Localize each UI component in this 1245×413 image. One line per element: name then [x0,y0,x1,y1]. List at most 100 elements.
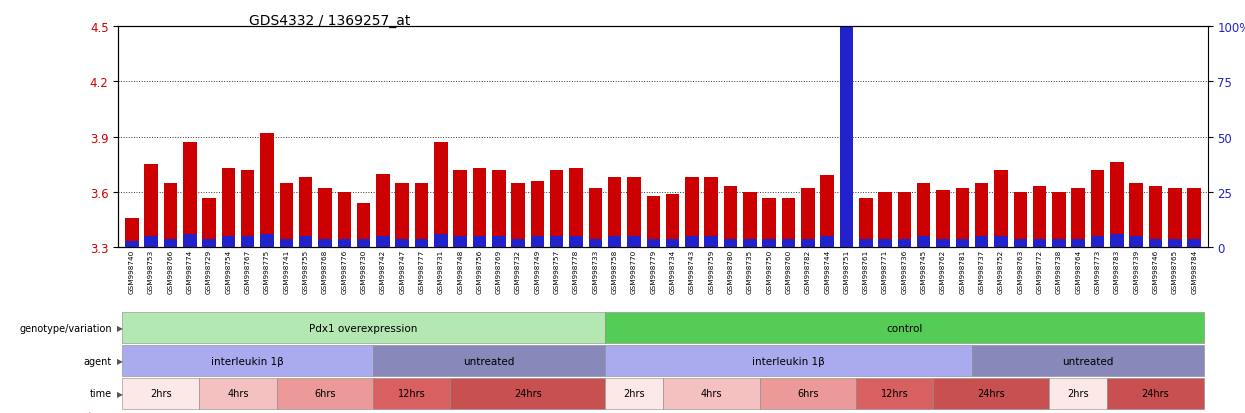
Bar [839,27,853,248]
Bar [666,239,680,248]
Text: 2hrs: 2hrs [149,388,172,399]
Text: ▶: ▶ [117,389,123,398]
Text: 24hrs: 24hrs [977,388,1005,399]
Text: interleukin 1β: interleukin 1β [212,356,284,366]
Bar [878,239,891,248]
Text: GDS4332 / 1369257_at: GDS4332 / 1369257_at [249,14,411,28]
Text: 24hrs: 24hrs [1142,388,1169,399]
Bar [878,192,891,248]
Text: 2hrs: 2hrs [624,388,645,399]
Bar [435,235,448,248]
Bar [705,178,718,248]
Bar [936,191,950,248]
Bar [1052,239,1066,248]
Text: ▶: ▶ [117,324,123,332]
Bar [319,239,331,248]
Bar [936,239,950,248]
Bar [1013,239,1027,248]
Bar [995,237,1007,248]
Bar [144,237,158,248]
Text: time: time [90,388,112,399]
Bar [1033,239,1046,248]
Bar [975,237,989,248]
Bar [183,143,197,248]
Text: 12hrs: 12hrs [398,388,426,399]
Bar [685,237,698,248]
Bar [898,192,911,248]
Bar [550,171,564,248]
Bar [1168,189,1182,248]
Bar [124,218,138,248]
Bar [415,183,428,248]
Bar [918,183,930,248]
Bar [124,241,138,248]
Bar [801,189,814,248]
Bar [762,239,776,248]
Bar [1149,187,1163,248]
Bar [260,235,274,248]
Bar [319,189,331,248]
Bar [1129,237,1143,248]
Bar [859,198,873,248]
Bar [589,239,603,248]
Bar [723,187,737,248]
Text: interleukin 1β: interleukin 1β [752,356,825,366]
Text: Pdx1 overexpression: Pdx1 overexpression [310,323,418,333]
Bar [473,237,487,248]
Bar [1072,189,1084,248]
Bar [1188,189,1201,248]
Bar [608,178,621,248]
Bar [898,239,911,248]
Bar [1072,239,1084,248]
Bar [1188,239,1201,248]
Bar [569,169,583,248]
Bar [222,237,235,248]
Bar [396,183,408,248]
Text: 24hrs: 24hrs [514,388,542,399]
Bar [975,183,989,248]
Bar [1033,187,1046,248]
Text: 4hrs: 4hrs [701,388,722,399]
Bar [492,171,505,248]
Bar [242,171,254,248]
Bar [646,239,660,248]
Bar [801,239,814,248]
Bar [299,178,312,248]
Bar [782,239,796,248]
Bar [222,169,235,248]
Text: control: control [886,323,923,333]
Text: ▶: ▶ [117,356,123,365]
Text: 12hrs: 12hrs [881,388,909,399]
Bar [956,189,969,248]
Bar [627,178,641,248]
Bar [242,237,254,248]
Bar [820,237,834,248]
Bar [627,237,641,248]
Bar [280,239,293,248]
Bar [473,169,487,248]
Bar [453,237,467,248]
Bar [337,239,351,248]
Bar [685,178,698,248]
Bar [357,204,370,248]
Bar [415,239,428,248]
Text: 2hrs: 2hrs [1067,388,1089,399]
Bar [512,183,525,248]
Text: 6hrs: 6hrs [314,388,336,399]
Bar [530,181,544,248]
Bar [1111,163,1124,248]
Bar [299,237,312,248]
Bar [723,239,737,248]
Bar [956,239,969,248]
Bar [918,237,930,248]
Text: untreated: untreated [1062,356,1113,366]
Bar [666,195,680,248]
Bar [1129,183,1143,248]
Bar [1091,237,1104,248]
Bar [453,171,467,248]
Bar [163,183,177,248]
Bar [202,239,215,248]
Bar [743,192,757,248]
Bar [357,239,370,248]
Bar [1168,239,1182,248]
